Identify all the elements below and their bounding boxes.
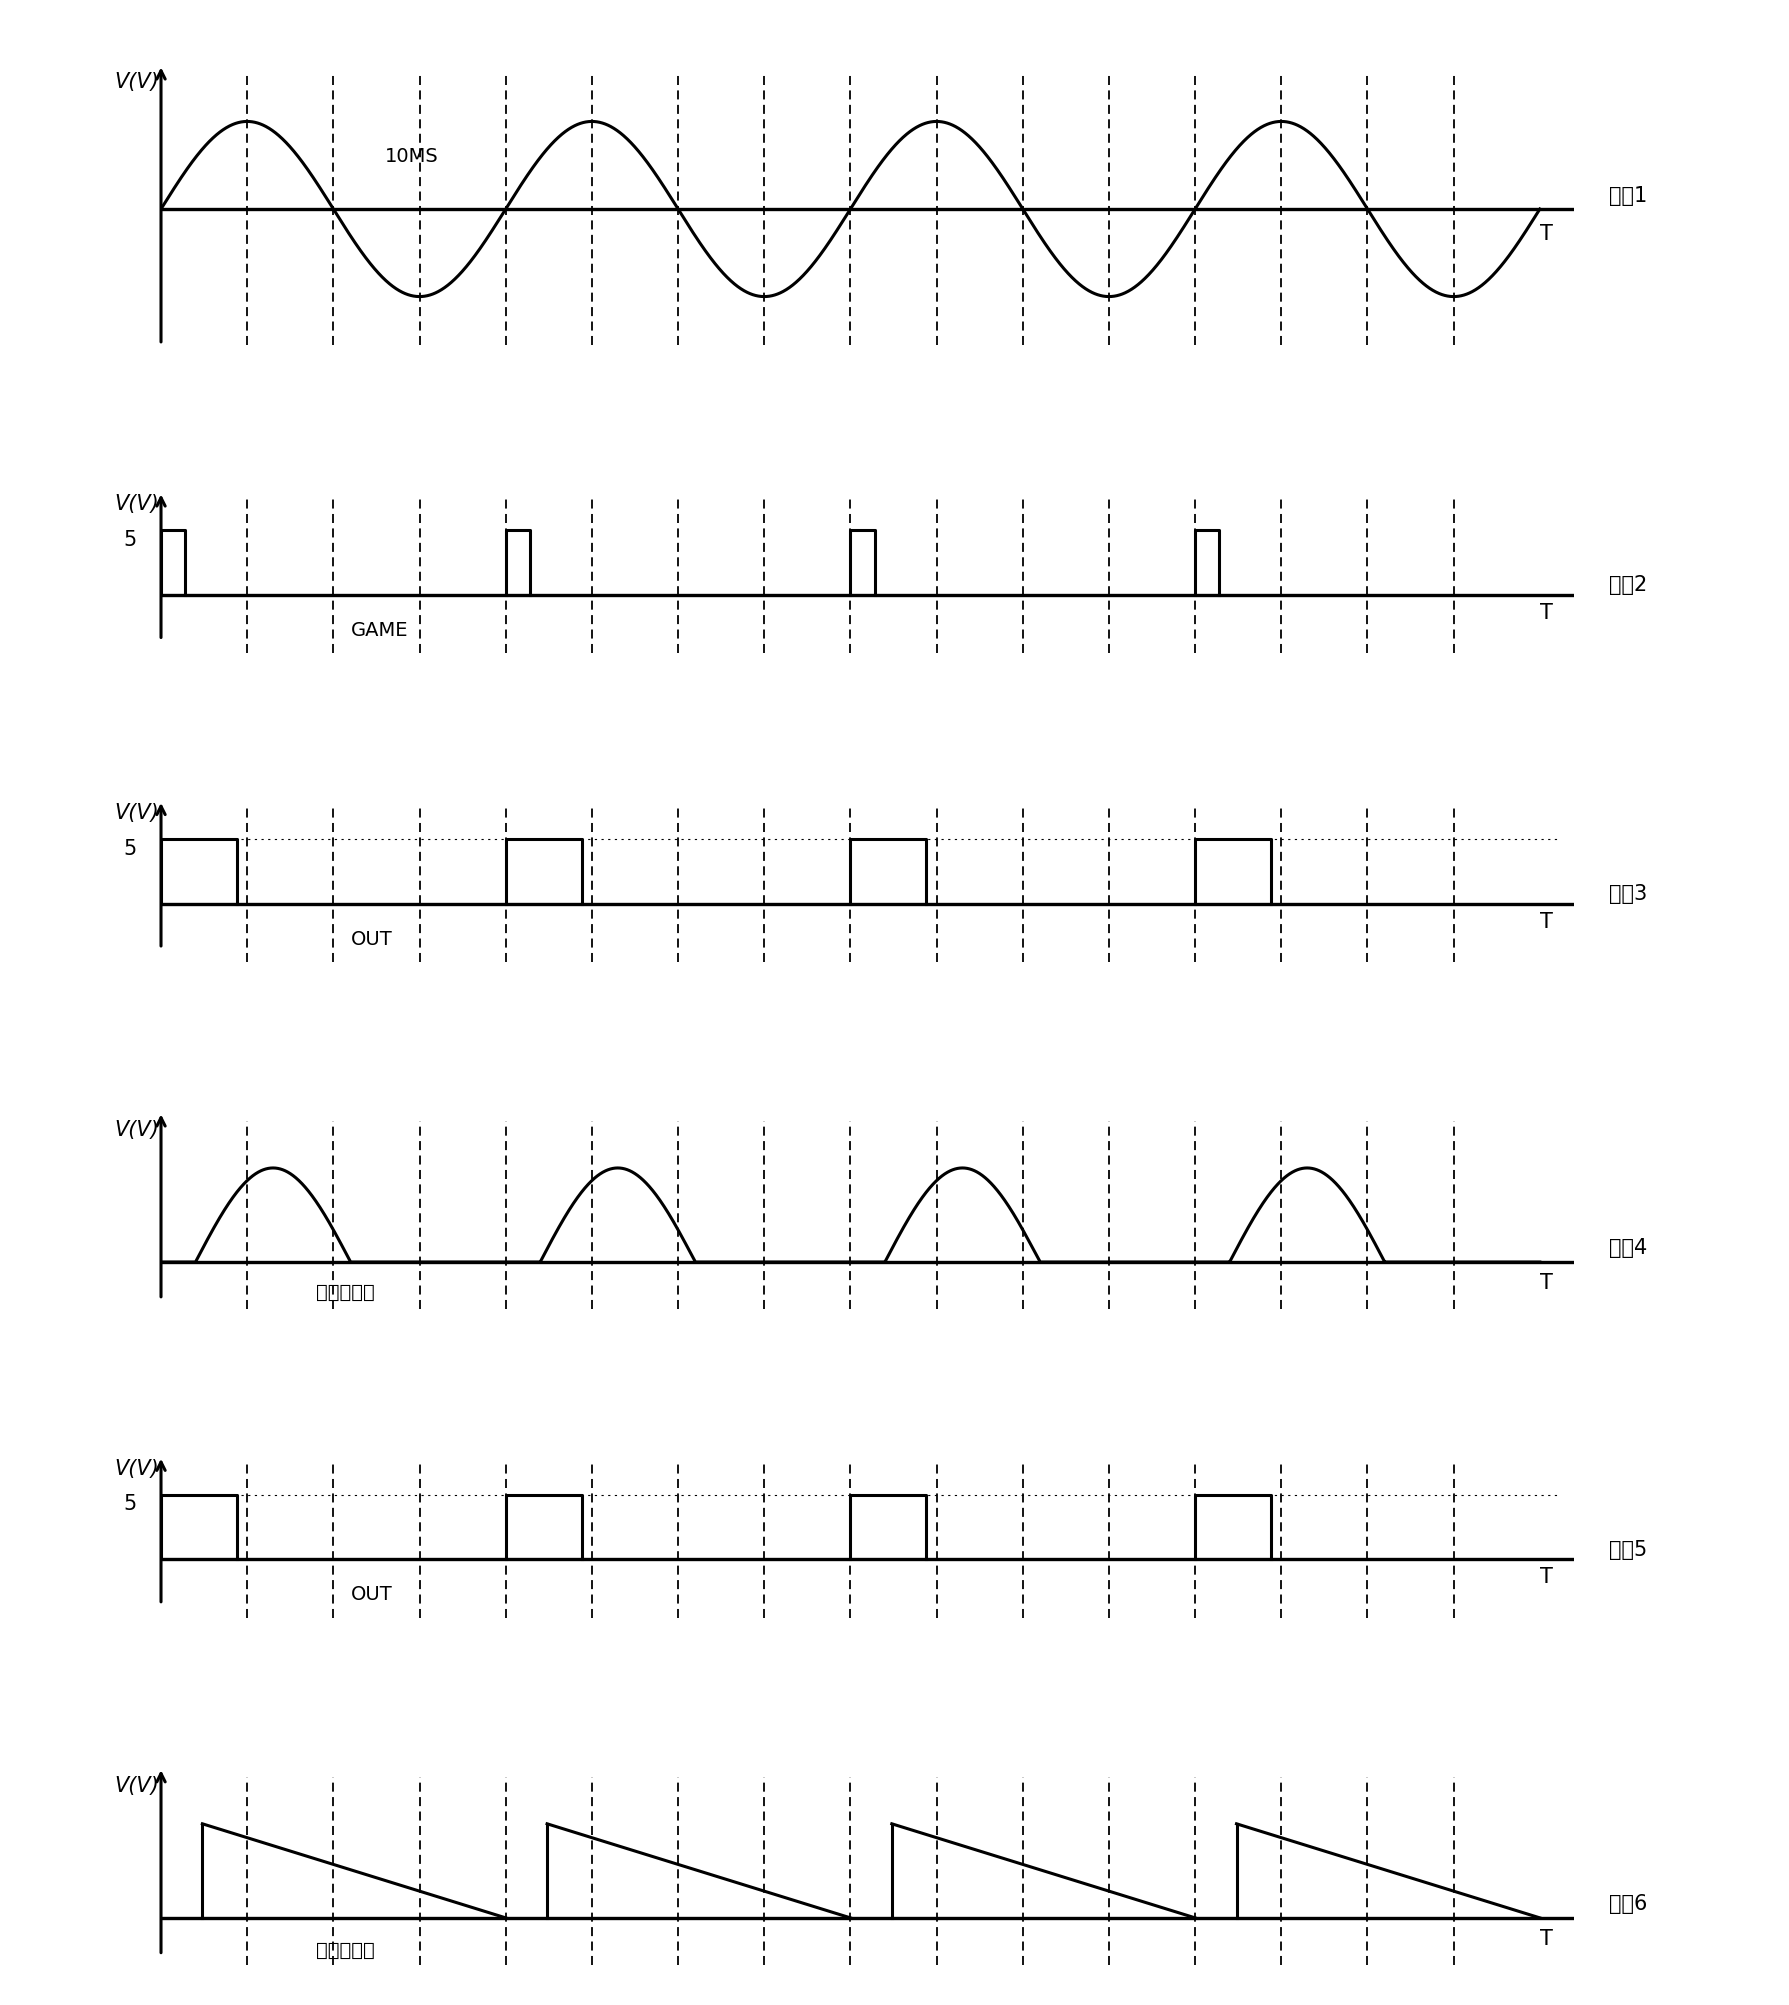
Text: 10MS: 10MS <box>385 146 438 166</box>
Text: V(V): V(V) <box>114 495 159 515</box>
Text: OUT: OUT <box>351 1586 392 1604</box>
Text: T: T <box>1540 1929 1553 1949</box>
Text: 波兲4: 波兲4 <box>1608 1237 1648 1257</box>
Text: T: T <box>1540 1568 1553 1588</box>
Text: 输出功率大: 输出功率大 <box>317 1283 376 1301</box>
Text: 5: 5 <box>123 1494 136 1514</box>
Text: 输出功率小: 输出功率小 <box>317 1941 376 1961</box>
Text: V(V): V(V) <box>114 1460 159 1480</box>
Text: T: T <box>1540 912 1553 932</box>
Text: T: T <box>1540 604 1553 624</box>
Text: V(V): V(V) <box>114 1776 159 1796</box>
Text: 5: 5 <box>123 838 136 858</box>
Text: V(V): V(V) <box>114 1121 159 1141</box>
Text: V(V): V(V) <box>114 802 159 822</box>
Text: 波兲2: 波兲2 <box>1608 575 1648 595</box>
Text: 波兲6: 波兲6 <box>1608 1895 1648 1913</box>
Text: 波兲5: 波兲5 <box>1608 1540 1648 1560</box>
Text: 5: 5 <box>123 529 136 549</box>
Text: V(V): V(V) <box>114 72 159 92</box>
Text: T: T <box>1540 1273 1553 1293</box>
Text: 波兲3: 波兲3 <box>1608 884 1648 904</box>
Text: T: T <box>1540 223 1553 243</box>
Text: GAME: GAME <box>351 622 408 640</box>
Text: 波兲1: 波兲1 <box>1608 186 1648 207</box>
Text: OUT: OUT <box>351 930 392 948</box>
